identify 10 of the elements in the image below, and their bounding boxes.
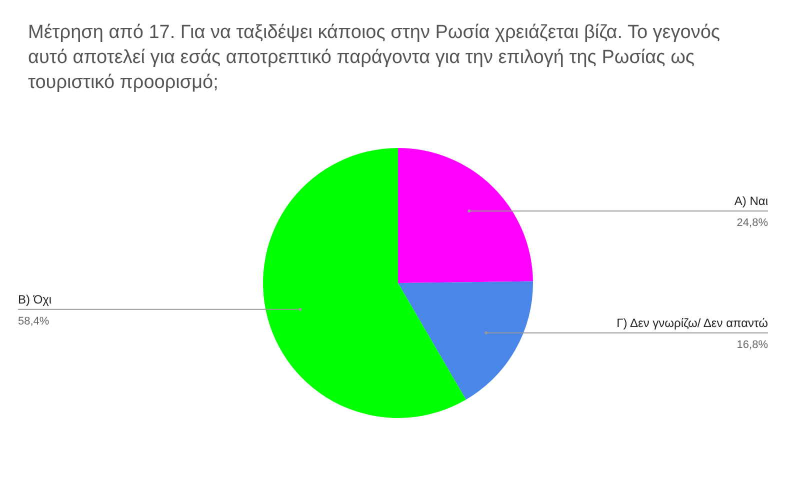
data-label: 58,4%	[18, 315, 50, 328]
slice-label: Β) Όχι	[18, 292, 52, 306]
data-label: 24,8%	[736, 216, 768, 229]
slice-label: Γ) Δεν γνωρίζω/ Δεν απαντώ	[616, 316, 768, 330]
pie-slice	[398, 281, 533, 400]
pie-slice	[398, 148, 533, 283]
slice-label: Α) Ναι	[734, 194, 768, 208]
data-label: 16,8%	[736, 338, 768, 351]
pie-slice	[263, 148, 466, 418]
chart-title: Μέτρηση από 17. Για να ταξιδέψει κάποιος στην Ρωσία χρειάζεται βίζα. Το γεγονός αυτό αποτελεί για εσάς αποτρεπτικό παράγοντα για την επιλογή της Ρωσίας ως τουριστικό προορισμό;	[27, 21, 722, 95]
